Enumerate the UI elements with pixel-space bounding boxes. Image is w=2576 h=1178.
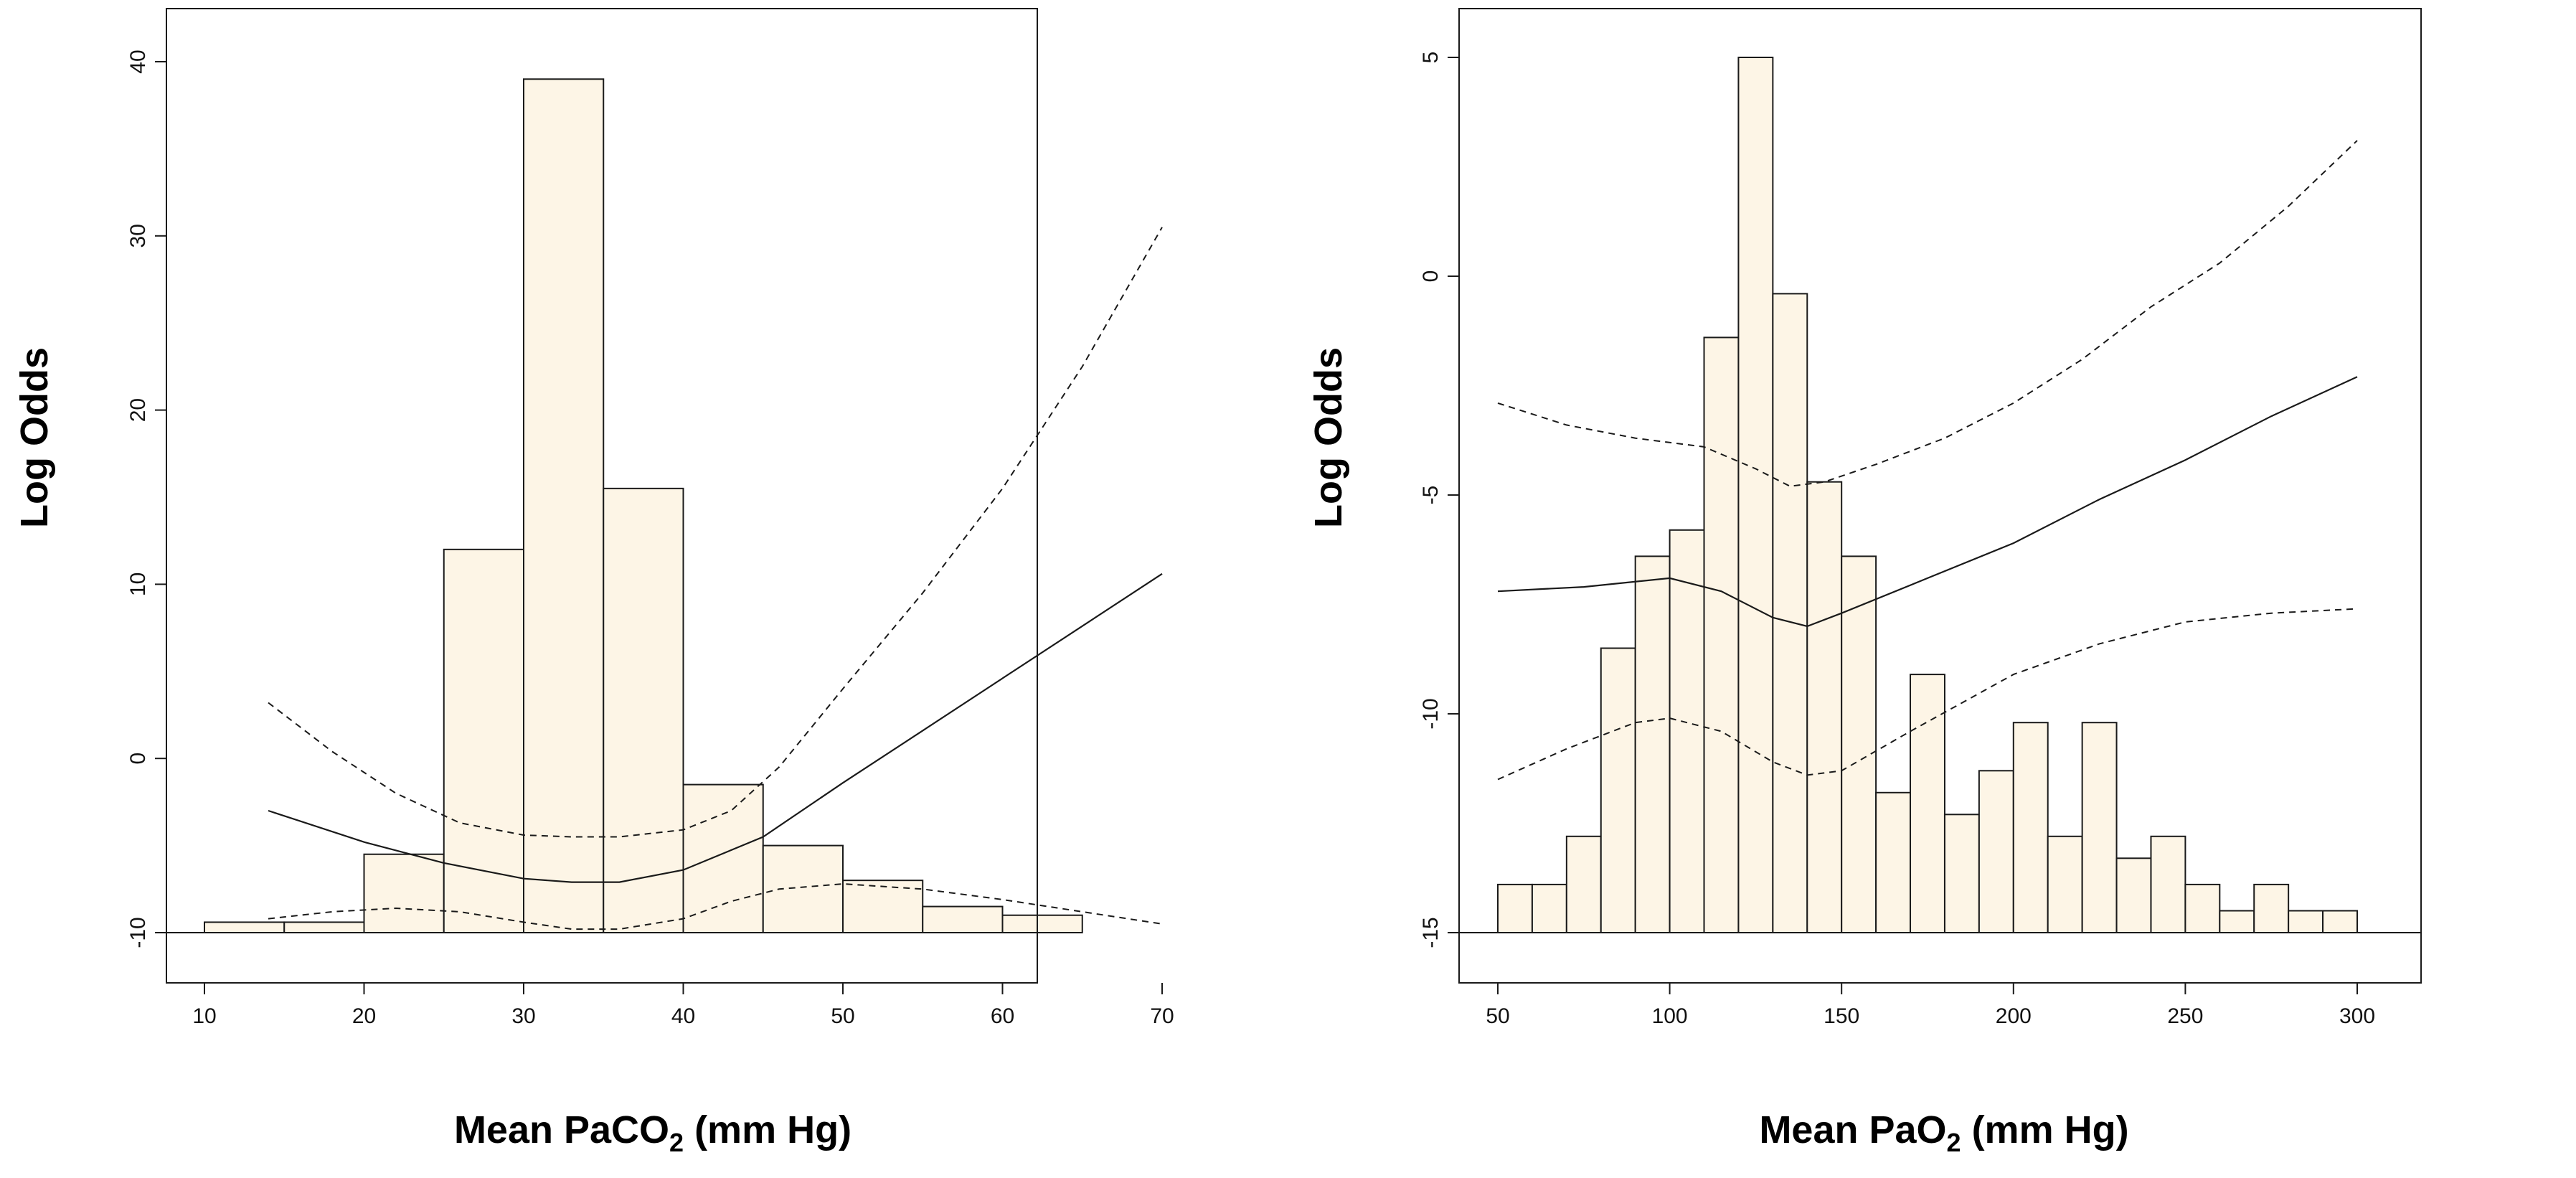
paco2-histogram-bar [603, 487, 684, 933]
paco2-histogram-bar [204, 921, 286, 934]
pao2-histogram-bar [2047, 835, 2083, 934]
pao2-y-axis-title: Log Odds [1307, 347, 1350, 528]
paco2-x-tick-label: 30 [511, 1004, 535, 1028]
pao2-x-tick-label: 150 [1824, 1004, 1859, 1028]
pao2-y-tick-label: 0 [1419, 270, 1443, 283]
pao2-histogram-bar [1600, 647, 1636, 933]
paco2-x-tick-label: 50 [831, 1004, 854, 1028]
pao2-y-tick-label: -5 [1419, 486, 1443, 505]
paco2-histogram-bar [922, 905, 1004, 933]
paco2-histogram-bar [363, 853, 445, 933]
pao2-histogram-bar [1565, 835, 1602, 934]
pao2-histogram-bar [1772, 293, 1808, 933]
pao2-x-tick-label: 50 [1486, 1004, 1509, 1028]
paco2-x-tick-label: 40 [671, 1004, 695, 1028]
pao2-lower-ci-line [1497, 608, 2358, 781]
paco2-histogram-bar [443, 548, 524, 933]
pao2-x-tick-label: 200 [1996, 1004, 2032, 1028]
paco2-x-tick-label: 70 [1150, 1004, 1174, 1028]
pao2-y-tick-label: 5 [1419, 52, 1443, 64]
paco2-x-tick-label: 60 [991, 1004, 1014, 1028]
pao2-histogram-bar [1669, 529, 1705, 933]
paco2-histogram-bar [523, 78, 605, 933]
pao2-histogram-bar [2253, 883, 2290, 934]
pao2-histogram-bar [2012, 722, 2049, 933]
paco2-estimate-line [268, 572, 1163, 883]
paco2-y-tick-label: 40 [126, 50, 150, 73]
paco2-histogram-bar [682, 783, 764, 933]
paco2-y-tick-label: 10 [126, 572, 150, 596]
paco2-histogram-bar [842, 880, 924, 934]
pao2-histogram-bar [2081, 722, 2118, 933]
pao2-panel: Log Odds Mean PaO2 (mm Hg) 50 100 150 200 25… [1307, 8, 2422, 1157]
pao2-upper-ci-line [1497, 140, 2358, 487]
paco2-histogram-bar [1001, 914, 1083, 933]
paco2-y-tick-label: 30 [126, 224, 150, 248]
pao2-histogram-bar [1737, 57, 1774, 933]
paco2-plot-frame [166, 8, 1038, 984]
paco2-y-tick-label: -10 [126, 917, 150, 948]
pao2-x-tick-label: 300 [2339, 1004, 2375, 1028]
pao2-histogram-bar [1910, 674, 1945, 933]
pao2-histogram-bar [1634, 555, 1671, 933]
paco2-y-tick-label: 0 [126, 753, 150, 765]
paco2-y-axis-title: Log Odds [13, 347, 56, 528]
pao2-histogram-bar [2219, 910, 2255, 933]
paco2-panel: Log Odds Mean PaCO2 (mm Hg) 10 20 30 40 50 60… [13, 8, 1174, 1157]
pao2-histogram-bar [1703, 336, 1740, 933]
paco2-x-axis-title: Mean PaCO2 (mm Hg) [454, 1108, 851, 1157]
pao2-histogram-bar [1806, 481, 1843, 933]
pao2-histogram-bar [1841, 555, 1877, 933]
pao2-histogram-bar [1978, 770, 2014, 934]
pao2-estimate-line [1497, 376, 2358, 628]
pao2-histogram-bar [1497, 883, 1533, 934]
pao2-histogram-bar [2115, 857, 2152, 934]
paco2-histogram-bar [762, 844, 844, 933]
pao2-x-tick-label: 250 [2167, 1004, 2203, 1028]
paco2-y-tick-label: 20 [126, 398, 150, 422]
pao2-histogram-bar [1531, 883, 1567, 934]
paco2-x-tick-label: 10 [192, 1004, 216, 1028]
paco2-upper-ci-line [268, 227, 1163, 838]
paco2-x-tick-label: 20 [352, 1004, 376, 1028]
pao2-x-axis-title: Mean PaO2 (mm Hg) [1759, 1108, 2128, 1157]
pao2-y-tick-label: -15 [1419, 917, 1443, 948]
paco2-histogram-bar [283, 921, 365, 934]
pao2-y-tick-label: -10 [1419, 698, 1443, 729]
pao2-x-tick-label: 100 [1652, 1004, 1688, 1028]
pao2-histogram-bar [2322, 910, 2359, 933]
pao2-histogram-bar [1943, 814, 1980, 934]
pao2-histogram-bar [2184, 883, 2221, 934]
paco2-lower-ci-line [268, 882, 1163, 930]
pao2-histogram-bar [2288, 910, 2324, 933]
pao2-histogram-bar [1875, 791, 1912, 934]
pao2-histogram-bar [2150, 835, 2186, 934]
